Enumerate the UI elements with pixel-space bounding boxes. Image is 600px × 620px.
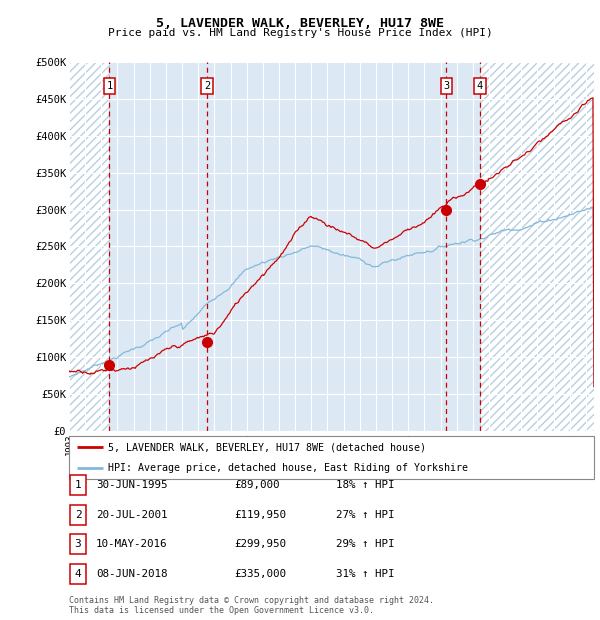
Text: 30-JUN-1995: 30-JUN-1995: [96, 480, 167, 490]
Text: 3: 3: [74, 539, 82, 549]
Text: 10-MAY-2016: 10-MAY-2016: [96, 539, 167, 549]
Text: 5, LAVENDER WALK, BEVERLEY, HU17 8WE (detached house): 5, LAVENDER WALK, BEVERLEY, HU17 8WE (de…: [109, 442, 427, 452]
Text: 4: 4: [477, 81, 483, 91]
Text: 31% ↑ HPI: 31% ↑ HPI: [336, 569, 395, 579]
Text: £89,000: £89,000: [234, 480, 280, 490]
Text: £299,950: £299,950: [234, 539, 286, 549]
Text: 18% ↑ HPI: 18% ↑ HPI: [336, 480, 395, 490]
Bar: [446, 62, 480, 431]
Text: £119,950: £119,950: [234, 510, 286, 520]
Text: 08-JUN-2018: 08-JUN-2018: [96, 569, 167, 579]
Text: 4: 4: [74, 569, 82, 579]
Bar: [480, 62, 594, 431]
Text: Price paid vs. HM Land Registry's House Price Index (HPI): Price paid vs. HM Land Registry's House …: [107, 28, 493, 38]
Text: 29% ↑ HPI: 29% ↑ HPI: [336, 539, 395, 549]
Text: HPI: Average price, detached house, East Riding of Yorkshire: HPI: Average price, detached house, East…: [109, 463, 469, 473]
FancyBboxPatch shape: [70, 475, 86, 495]
Text: 1: 1: [106, 81, 113, 91]
FancyBboxPatch shape: [70, 564, 86, 584]
Text: £335,000: £335,000: [234, 569, 286, 579]
Text: 27% ↑ HPI: 27% ↑ HPI: [336, 510, 395, 520]
Text: 20-JUL-2001: 20-JUL-2001: [96, 510, 167, 520]
Bar: [480, 62, 594, 431]
FancyBboxPatch shape: [70, 505, 86, 525]
Bar: [69, 62, 109, 431]
Bar: [69, 62, 109, 431]
FancyBboxPatch shape: [70, 534, 86, 554]
Text: 2: 2: [204, 81, 210, 91]
Text: 2: 2: [74, 510, 82, 520]
Text: 1: 1: [74, 480, 82, 490]
Text: 5, LAVENDER WALK, BEVERLEY, HU17 8WE: 5, LAVENDER WALK, BEVERLEY, HU17 8WE: [156, 17, 444, 30]
Bar: [207, 62, 446, 431]
Bar: [109, 62, 207, 431]
FancyBboxPatch shape: [69, 436, 594, 479]
Text: Contains HM Land Registry data © Crown copyright and database right 2024.
This d: Contains HM Land Registry data © Crown c…: [69, 596, 434, 615]
Text: 3: 3: [443, 81, 449, 91]
